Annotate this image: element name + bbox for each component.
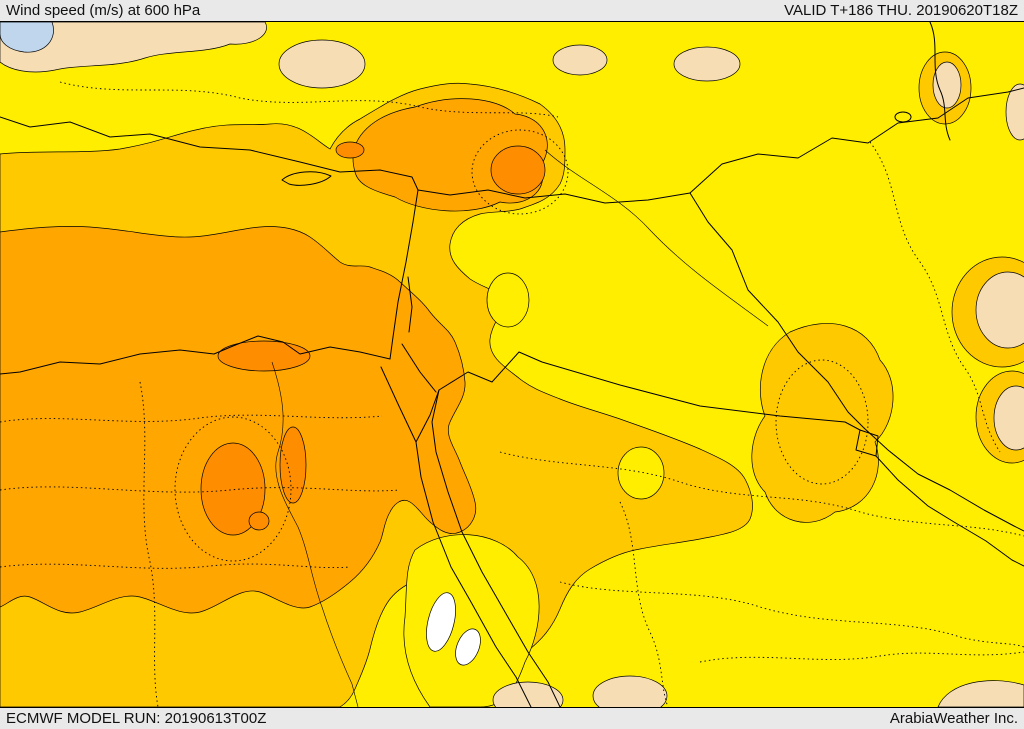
wind-core-east-2 <box>993 385 1024 451</box>
dotted-contour-saudi-2 <box>559 581 1024 648</box>
wind-band-gold-east <box>751 323 894 523</box>
wind-core-caspian <box>932 61 962 109</box>
wind-calm-spot-1 <box>426 592 456 652</box>
wind-min-levant <box>486 272 530 328</box>
river-euphrates <box>544 149 769 327</box>
dotted-contour-egypt-2 <box>0 486 401 493</box>
dotted-contour-bottom-east <box>699 651 1024 663</box>
river-nile <box>271 361 359 707</box>
border-jordan-saudi-iraq <box>438 351 861 431</box>
dotted-contour-saudi-1 <box>499 451 1024 537</box>
wind-pale-topleft <box>0 22 267 73</box>
dotted-ring-gold-east <box>775 359 869 485</box>
coastline-mediterranean <box>0 116 419 375</box>
map-area <box>0 22 1024 707</box>
weather-map <box>0 22 1024 707</box>
wind-max-syria <box>490 145 546 195</box>
coastline-caspian <box>929 22 951 141</box>
border-turkey-syria <box>417 189 691 204</box>
coastline-cyprus <box>281 171 332 186</box>
dotted-contour-egypt-4 <box>0 563 351 569</box>
wind-max-delta <box>217 340 311 372</box>
border-turkey-caucasus <box>689 87 1024 194</box>
wind-pale-right-edge <box>1005 83 1024 141</box>
coastline-gulf-suez <box>380 366 417 443</box>
lake-van <box>894 111 912 123</box>
title-bar: Wind speed (m/s) at 600 hPa VALID T+186 … <box>0 0 1024 22</box>
model-run-label: ECMWF MODEL RUN: 20190613T00Z <box>6 710 267 727</box>
dotted-ring-egypt-max <box>174 416 292 562</box>
coastline-gulf-north <box>863 427 1024 532</box>
wind-pale-bottom-2 <box>592 675 668 707</box>
wind-band-orange-main <box>0 226 477 614</box>
dotted-ring-syria-max <box>471 129 569 215</box>
coastline-redsea-east <box>431 389 561 707</box>
wind-max-egypt-slim <box>279 426 307 504</box>
wind-pale-bottom-1 <box>492 681 564 707</box>
wind-max-anatolia <box>335 141 365 159</box>
border-iraq-iran <box>689 192 865 429</box>
wind-min-nejd <box>617 446 665 500</box>
coastline-gulf-aqaba <box>415 389 440 443</box>
wind-max-egypt-dot <box>248 511 270 531</box>
coastline-redsea-west <box>415 441 532 707</box>
footer-bar: ECMWF MODEL RUN: 20190613T00Z ArabiaWeat… <box>0 707 1024 729</box>
dotted-contour-turkey <box>59 81 559 118</box>
wind-pale-anatolia <box>278 39 366 89</box>
wind-max-egypt-large <box>200 442 266 536</box>
brand-label: ArabiaWeather Inc. <box>889 710 1018 727</box>
wind-min-redsea <box>403 534 540 707</box>
wind-pale-top-mid <box>552 44 608 76</box>
valid-time-label: VALID T+186 THU. 20190620T18Z <box>784 2 1018 19</box>
wind-calm-spot-2 <box>455 628 481 666</box>
border-jordan-valley <box>407 276 413 333</box>
wind-blue-corner <box>0 22 54 53</box>
wind-core-east-1 <box>975 271 1024 349</box>
border-israel-egypt <box>401 343 437 393</box>
map-title: Wind speed (m/s) at 600 hPa <box>6 2 201 19</box>
dotted-contour-egypt-3 <box>139 381 159 707</box>
wind-pale-top-east <box>673 46 741 82</box>
coastline-gulf-south <box>875 455 1024 567</box>
